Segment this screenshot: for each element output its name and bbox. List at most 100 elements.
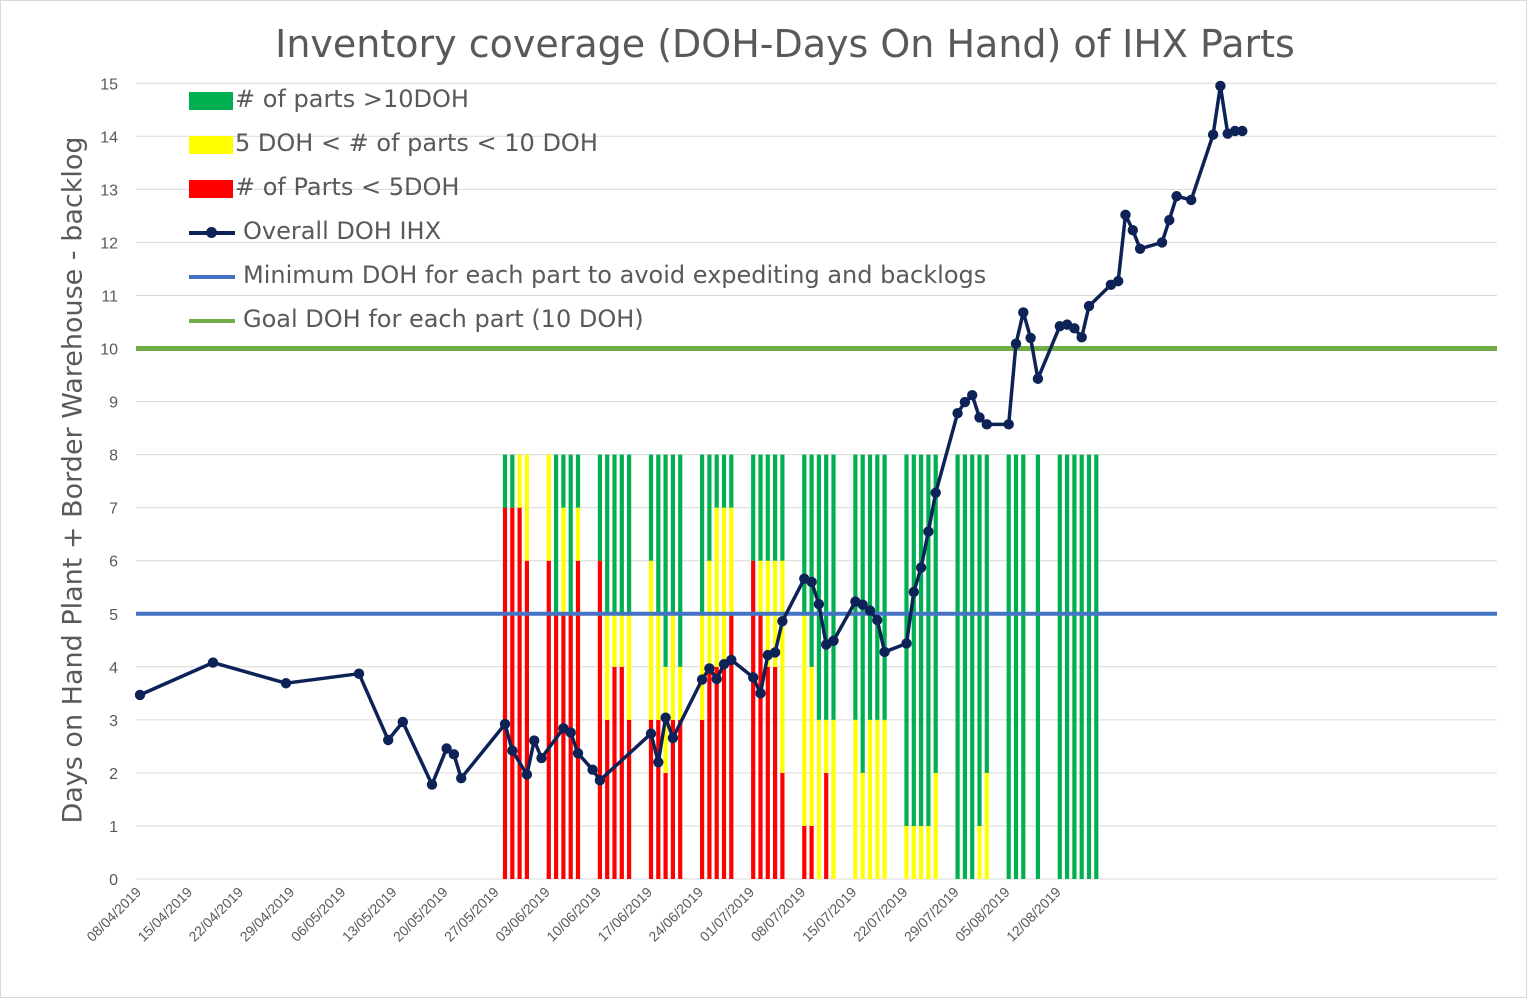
bar-red-segment	[575, 560, 581, 879]
bar-yellow-segment	[809, 666, 814, 826]
overall-doh-point	[353, 668, 365, 679]
bar-yellow-segment	[561, 507, 566, 614]
overall-doh-point	[748, 672, 759, 683]
bar-yellow-segment	[758, 560, 763, 614]
overall-doh-point	[1164, 214, 1175, 226]
overall-doh-series	[134, 80, 1248, 790]
bar-red-segment	[568, 613, 573, 879]
legend-label-overall: Overall DOH IHX	[243, 217, 442, 245]
bar-green-segment	[824, 454, 829, 720]
gridlines	[136, 82, 1497, 880]
bar-red-segment	[510, 507, 515, 879]
bar-green-segment	[1057, 454, 1062, 879]
bar-yellow-segment	[729, 507, 734, 614]
overall-doh-point	[1127, 224, 1139, 236]
bar-green-segment	[875, 454, 880, 720]
bar-yellow-segment	[919, 825, 924, 879]
y-tick-label: 2	[109, 766, 118, 783]
overall-doh-point	[572, 748, 584, 759]
bar-red-segment	[670, 719, 675, 879]
y-tick-label: 10	[100, 342, 118, 359]
bar-yellow-segment	[977, 825, 982, 879]
bar-green-segment	[656, 454, 661, 614]
bar-green-segment	[648, 454, 654, 561]
bar-green-segment	[831, 454, 836, 720]
overall-doh-point	[1113, 275, 1124, 287]
bar-green-segment	[962, 454, 967, 879]
bar-green-segment	[758, 454, 763, 561]
bar-green-segment	[561, 454, 566, 508]
overall-doh-point	[397, 716, 408, 728]
y-tick-label: 14	[100, 129, 118, 146]
bar-green-segment	[1079, 454, 1084, 879]
y-tick-label: 11	[101, 288, 118, 305]
y-tick-label: 7	[109, 501, 118, 518]
bar-red-segment	[619, 666, 624, 879]
bar-red-segment	[707, 666, 712, 879]
x-tick-label: 01/07/2019	[696, 884, 757, 945]
bar-green-segment	[955, 454, 960, 879]
bar-yellow-segment	[627, 613, 632, 720]
bar-yellow-segment	[714, 507, 719, 667]
bar-yellow-segment	[824, 719, 829, 773]
overall-doh-point	[1229, 125, 1241, 137]
overall-doh-point	[383, 734, 394, 746]
bar-yellow-segment	[926, 825, 931, 879]
bar-green-segment	[678, 454, 683, 667]
legend-label-yellow: 5 DOH < # of parts < 10 DOH	[235, 129, 598, 157]
bar-yellow-segment	[911, 825, 916, 879]
bar-green-segment	[970, 454, 975, 879]
bar-green-segment	[663, 454, 668, 667]
bar-green-segment	[605, 454, 610, 614]
legend-marker-overall	[206, 227, 217, 238]
overall-doh-point	[704, 663, 715, 674]
y-tick-label: 4	[109, 660, 118, 677]
overall-doh-point	[645, 728, 657, 739]
bar-red-segment	[714, 666, 719, 879]
bar-green-segment	[575, 454, 581, 508]
bar-green-segment	[1013, 454, 1019, 879]
overall-doh-point	[923, 526, 934, 537]
bar-green-segment	[1086, 454, 1092, 879]
bar-red-segment	[773, 666, 778, 879]
x-tick-label: 17/06/2019	[594, 884, 655, 945]
bar-green-segment	[707, 454, 712, 561]
x-tick-label: 12/08/2019	[1003, 884, 1064, 945]
x-tick-label: 05/08/2019	[952, 884, 1013, 945]
bar-green-segment	[568, 454, 573, 614]
y-tick-label: 8	[109, 448, 118, 465]
bar-red-segment	[554, 613, 559, 879]
chart-title: Inventory coverage (DOH-Days On Hand) of…	[275, 22, 1295, 66]
overall-doh-point	[1018, 307, 1029, 318]
bar-red-segment	[612, 666, 617, 879]
bar-green-segment	[919, 454, 924, 826]
bar-red-segment	[502, 507, 508, 879]
x-tick-label: 10/06/2019	[543, 884, 604, 945]
overall-doh-point	[653, 757, 664, 768]
legend-label-green: # of parts >10DOH	[235, 85, 469, 113]
overall-doh-point	[507, 745, 518, 756]
bar-green-segment	[1072, 454, 1077, 879]
bar-red-segment	[765, 666, 770, 879]
x-tick-label: 27/05/2019	[441, 884, 502, 945]
bar-yellow-segment	[831, 719, 836, 879]
bar-yellow-segment	[860, 772, 865, 879]
overall-doh-point	[426, 779, 438, 790]
bar-green-segment	[714, 454, 719, 508]
bar-green-segment	[926, 454, 931, 826]
bar-green-segment	[867, 454, 873, 720]
bar-red-segment	[546, 560, 551, 879]
overall-doh-point	[1069, 323, 1080, 334]
bar-green-segment	[802, 454, 807, 614]
legend-swatch-red	[189, 180, 233, 198]
bar-green-segment	[1035, 454, 1040, 879]
overall-doh-point	[952, 408, 963, 419]
bar-green-segment	[816, 454, 821, 720]
x-tick-label: 15/07/2019	[799, 884, 860, 945]
overall-doh-point	[1156, 237, 1168, 248]
overall-doh-point	[813, 599, 825, 610]
overall-doh-point	[456, 773, 467, 784]
y-tick-label: 15	[100, 76, 118, 93]
legend-swatch-green	[189, 92, 233, 110]
